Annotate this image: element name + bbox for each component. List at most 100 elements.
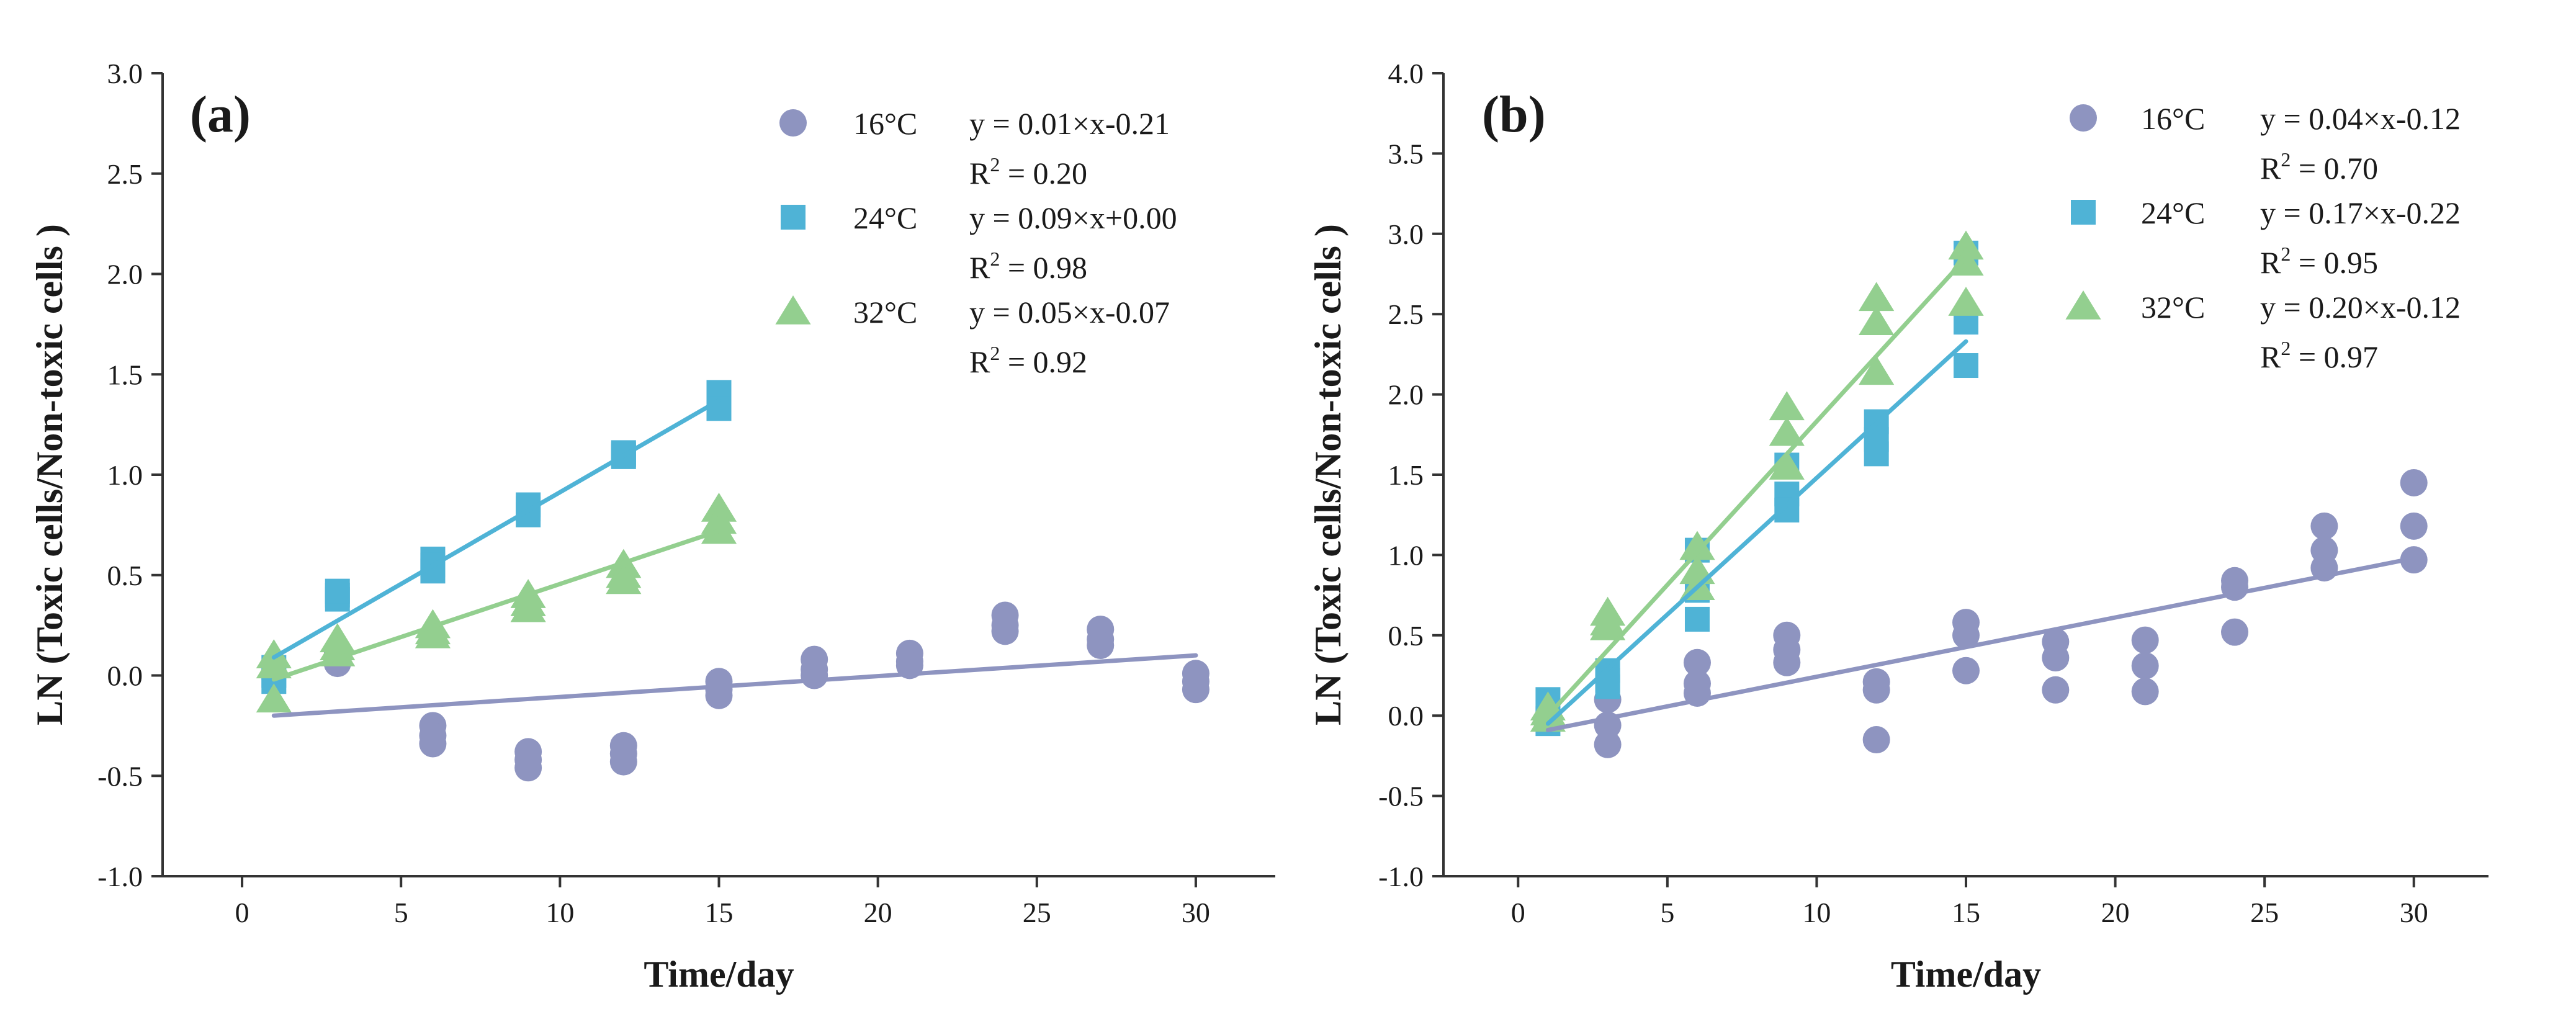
legend-r2: R2 = 0.20 [969, 153, 1087, 191]
data-point [2400, 512, 2428, 540]
y-tick-label: 1.0 [1388, 539, 1424, 571]
data-point [510, 593, 546, 622]
series-16°C [1594, 469, 2428, 758]
legend-r2: R2 = 0.98 [969, 248, 1087, 285]
y-tick-label: 0.0 [1388, 700, 1424, 732]
x-axis-title: Time/day [1891, 954, 2041, 995]
legend-marker [779, 109, 807, 137]
legend-label: 24°C [2141, 195, 2205, 230]
data-point [325, 578, 350, 604]
legend-label: 24°C [853, 200, 917, 235]
y-tick-label: 2.0 [107, 259, 143, 290]
y-tick-label: 2.5 [1388, 298, 1424, 330]
legend-label: 32°C [853, 295, 917, 330]
data-point [1952, 657, 1980, 684]
fit-line [1545, 256, 1968, 718]
legend-equation: y = 0.05×x-0.07 [969, 295, 1170, 330]
data-point [2131, 678, 2159, 706]
fit-line [271, 529, 721, 682]
data-point [1182, 676, 1209, 704]
legend-label: 32°C [2141, 290, 2205, 325]
legend-r2: R2 = 0.97 [2260, 337, 2378, 374]
data-point [606, 565, 642, 594]
data-point [1954, 353, 1978, 379]
data-point [2310, 512, 2338, 540]
data-point [1679, 531, 1715, 560]
x-axis-title: Time/day [644, 954, 794, 995]
data-point [419, 730, 447, 758]
data-point [801, 661, 828, 689]
data-point [1862, 726, 1890, 754]
data-point [991, 617, 1019, 645]
y-axis-title: LN (Toxic cells/Non-toxic cells ) [1308, 224, 1349, 725]
series-16°C [323, 601, 1209, 782]
y-tick-label: 2.0 [1388, 379, 1424, 411]
data-point [2221, 618, 2249, 646]
legend-equation: y = 0.20×x-0.12 [2260, 290, 2461, 325]
y-tick-label: 4.0 [1388, 58, 1424, 89]
y-tick-label: 0.5 [1388, 620, 1424, 652]
legend-marker [2070, 104, 2097, 132]
data-point [1859, 306, 1895, 335]
y-tick-label: 1.0 [107, 459, 143, 491]
x-tick-label: 5 [394, 897, 408, 928]
y-tick-label: 1.5 [107, 359, 143, 390]
y-tick-label: 0.5 [107, 560, 143, 591]
x-tick-label: 15 [1952, 897, 1980, 928]
legend-r2: R2 = 0.92 [969, 342, 1087, 379]
data-point [1774, 497, 1800, 522]
data-point [1684, 606, 1710, 632]
x-tick-label: 30 [2400, 897, 2428, 928]
legend-equation: y = 0.01×x-0.21 [969, 106, 1170, 141]
legend: 16°C y = 0.04×x-0.12 R2 = 0.70 24°C y = 0.17… [2065, 101, 2461, 374]
y-tick-label: 1.5 [1388, 459, 1424, 491]
series-32°C [1530, 230, 1984, 732]
legend-equation: y = 0.17×x-0.22 [2260, 195, 2461, 230]
data-point [1859, 356, 1895, 385]
panel-a: -1.0 -0.5 0.0 0.5 1.0 1.5 2.0 2.5 3.0 0 5 10 15 20 25 3… [29, 58, 1275, 995]
x-tick-label: 15 [705, 897, 734, 928]
x-tick-label: 0 [235, 897, 249, 928]
legend-marker [2065, 290, 2101, 320]
y-tick-label: -1.0 [97, 861, 143, 892]
x-tick-label: 0 [1511, 897, 1525, 928]
x-tick-label: 25 [1023, 897, 1051, 928]
data-point [256, 683, 292, 713]
data-point [1773, 648, 1801, 676]
y-tick-label: -0.5 [97, 760, 143, 792]
panel-label: (b) [1482, 86, 1546, 143]
data-point [1769, 416, 1805, 446]
data-point [2131, 626, 2159, 654]
legend-marker [2071, 200, 2096, 225]
data-point [1594, 730, 1622, 758]
data-point [1769, 391, 1805, 421]
legend-label: 16°C [2141, 101, 2205, 136]
legend-r2: R2 = 0.95 [2260, 243, 2378, 280]
data-point [514, 754, 542, 782]
legend-label: 16°C [853, 106, 917, 141]
data-point [2042, 676, 2070, 704]
legend-r2: R2 = 0.70 [2260, 148, 2378, 186]
data-point [2131, 652, 2159, 679]
data-point [1769, 451, 1805, 480]
data-point [1087, 631, 1115, 659]
x-tick-label: 20 [2101, 897, 2130, 928]
x-tick-label: 20 [864, 897, 892, 928]
y-tick-label: -0.5 [1378, 781, 1424, 812]
x-tick-label: 5 [1660, 897, 1674, 928]
data-point [1862, 676, 1890, 704]
fit-line [1545, 556, 2417, 732]
data-point [1590, 611, 1626, 640]
data-point [1859, 282, 1895, 312]
y-axis-title: LN (Toxic cells/Non-toxic cells ) [29, 224, 70, 725]
panel-label: (a) [190, 86, 251, 143]
x-tick-label: 10 [1802, 897, 1831, 928]
y-tick-label: 2.5 [107, 158, 143, 190]
x-tick-label: 10 [545, 897, 574, 928]
y-tick-label: 3.0 [107, 58, 143, 89]
data-point [2042, 644, 2070, 672]
data-point [415, 619, 451, 648]
y-tick-label: 0.0 [107, 660, 143, 692]
data-point [1948, 287, 1984, 316]
y-tick-label: 3.0 [1388, 218, 1424, 250]
